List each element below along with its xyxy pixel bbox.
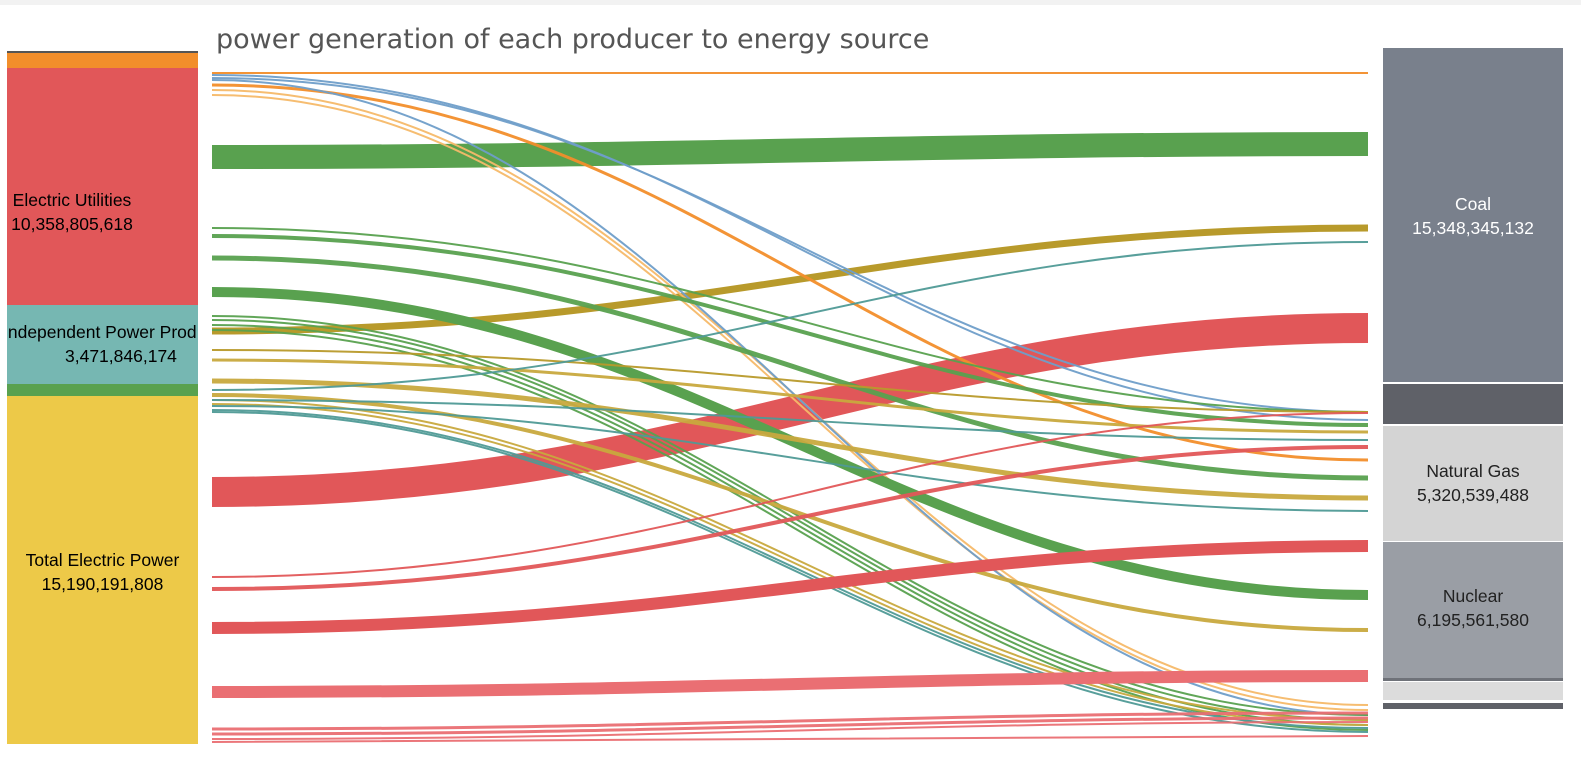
producer-segment-independent-power[interactable]: Independent Power Prod 3,471,846,174 xyxy=(7,305,198,384)
source-segment-dark[interactable] xyxy=(1383,384,1563,424)
producer-segment-green[interactable] xyxy=(7,384,198,396)
source-segment-minor-2[interactable] xyxy=(1383,682,1563,700)
flow-link-29[interactable] xyxy=(211,412,1369,578)
flow-link-20[interactable] xyxy=(211,378,1369,501)
flow-link-5[interactable] xyxy=(211,74,1369,421)
source-name: Natural Gas xyxy=(1426,461,1520,481)
flow-link-36[interactable] xyxy=(211,735,1369,743)
source-label-natural-gas: Natural Gas 5,320,539,488 xyxy=(1383,459,1563,507)
flow-link-13[interactable] xyxy=(211,287,1369,600)
source-name: Nuclear xyxy=(1442,586,1504,606)
producer-value: 10,358,805,618 xyxy=(11,214,133,234)
source-label-coal: Coal 15,348,345,132 xyxy=(1383,192,1563,240)
flow-link-25[interactable] xyxy=(211,399,1369,441)
producer-segment-orange[interactable] xyxy=(7,53,198,68)
producer-label-independent-power: Independent Power Prod 3,471,846,174 xyxy=(7,320,198,368)
flow-link-14[interactable] xyxy=(211,315,1369,716)
flow-link-1[interactable] xyxy=(211,132,1369,169)
producer-segment-total-electric-power[interactable]: Total Electric Power 15,190,191,808 xyxy=(7,396,198,744)
source-segment-minor-1[interactable] xyxy=(1383,678,1563,681)
flow-link-11[interactable] xyxy=(211,234,1369,427)
flow-link-2[interactable] xyxy=(211,313,1369,507)
producer-name: Total Electric Power xyxy=(25,550,180,570)
source-label-nuclear: Nuclear 6,195,561,580 xyxy=(1383,584,1563,632)
flow-link-34[interactable] xyxy=(211,716,1369,736)
flow-link-35[interactable] xyxy=(211,721,1369,740)
flow-link-18[interactable] xyxy=(211,349,1369,413)
flow-link-23[interactable] xyxy=(211,403,1369,726)
flow-link-31[interactable] xyxy=(211,540,1369,634)
producer-value: 3,471,846,174 xyxy=(65,346,177,366)
source-segment-coal[interactable]: Coal 15,348,345,132 xyxy=(1383,48,1563,382)
source-segment-natural-gas[interactable]: Natural Gas 5,320,539,488 xyxy=(1383,426,1563,541)
flow-link-19[interactable] xyxy=(211,358,1369,434)
flow-link-10[interactable] xyxy=(211,227,1369,413)
source-name: Coal xyxy=(1455,194,1491,214)
producer-value: 15,190,191,808 xyxy=(41,574,164,594)
producer-label-total-electric-power: Total Electric Power 15,190,191,808 xyxy=(7,548,198,596)
producer-segment-other-top[interactable] xyxy=(7,51,198,53)
source-value: 6,195,561,580 xyxy=(1417,610,1529,630)
source-segment-minor-3[interactable] xyxy=(1383,703,1563,709)
flow-link-32[interactable] xyxy=(211,670,1369,698)
source-segment-nuclear[interactable]: Nuclear 6,195,561,580 xyxy=(1383,542,1563,678)
flow-link-12[interactable] xyxy=(211,255,1369,481)
flow-link-24[interactable] xyxy=(211,241,1369,391)
flow-link-21[interactable] xyxy=(211,393,1369,632)
producer-name: Electric Utilities xyxy=(12,190,132,210)
chart-title: power generation of each producer to ene… xyxy=(216,24,930,55)
source-bar: Coal 15,348,345,132 Natural Gas 5,320,53… xyxy=(1383,48,1563,712)
flow-link-4[interactable] xyxy=(211,77,1369,413)
producer-bar: Electric Utilities 10,358,805,618 Indepe… xyxy=(7,51,198,744)
flow-link-30[interactable] xyxy=(211,445,1369,591)
flow-link-33[interactable] xyxy=(211,711,1369,731)
flow-link-3[interactable] xyxy=(211,224,1369,335)
producer-segment-electric-utilities[interactable]: Electric Utilities 10,358,805,618 xyxy=(7,68,198,305)
flow-link-26[interactable] xyxy=(211,405,1369,512)
flow-link-22[interactable] xyxy=(211,399,1369,721)
producer-label-electric-utilities: Electric Utilities 10,358,805,618 xyxy=(7,188,167,236)
flow-link-27[interactable] xyxy=(211,409,1369,729)
source-value: 5,320,539,488 xyxy=(1417,485,1529,505)
source-value: 15,348,345,132 xyxy=(1412,218,1534,238)
producer-name: Independent Power Prod xyxy=(7,322,197,342)
top-border xyxy=(0,0,1581,5)
